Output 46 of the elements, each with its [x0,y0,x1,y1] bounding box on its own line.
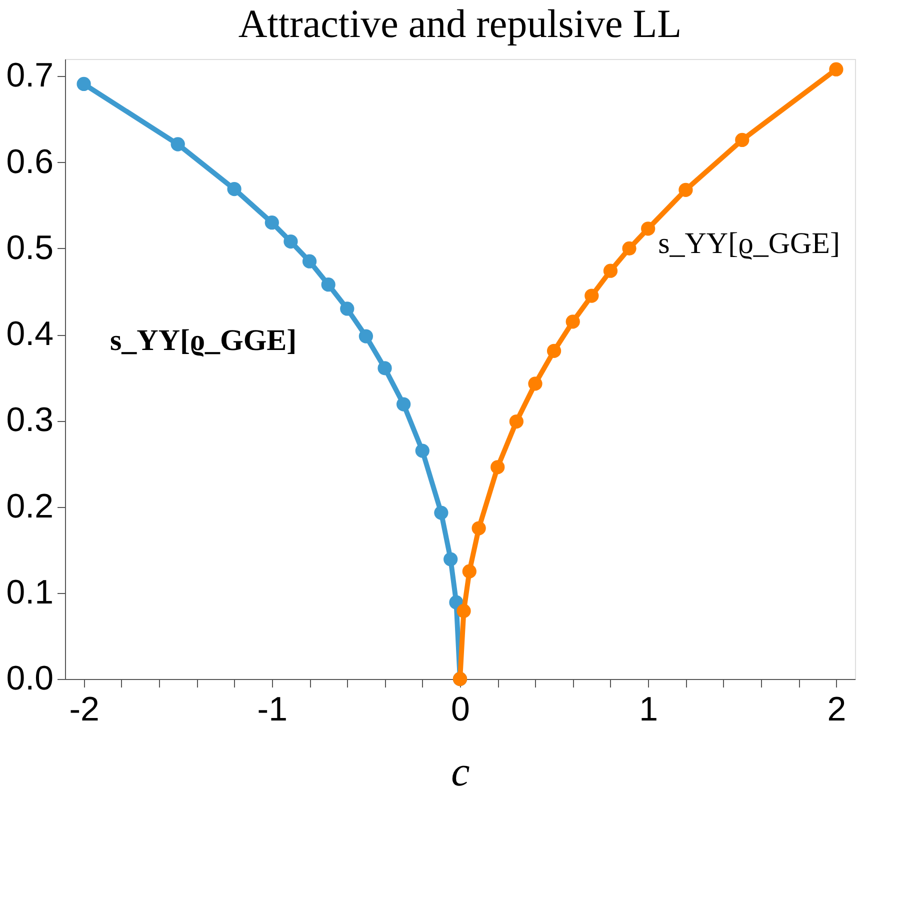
point [603,264,618,278]
point [490,460,505,474]
chart-title: Attractive and repulsive LL [238,1,682,46]
y-tick-label: 0.7 [6,56,54,95]
x-tick-label: 2 [827,690,846,728]
point [528,376,542,391]
y-tick-label: 0.0 [6,660,54,698]
point [415,444,430,458]
point [584,288,599,303]
point [76,76,91,92]
point [264,216,279,230]
y-tick-label: 0.5 [6,228,54,267]
point [302,254,317,268]
y-tick-label: 0.3 [6,401,54,440]
x-tick-label: -1 [257,690,288,728]
y-tick-label: 0.2 [6,487,54,526]
annotation: s_YY[ϱ_GGE] [110,324,297,357]
y-tick-label: 0.6 [6,142,54,181]
point [284,234,298,249]
point [462,564,476,578]
point [472,521,486,536]
point [378,361,392,376]
point [829,62,844,76]
point [227,182,242,196]
point [735,132,750,147]
annotation: s_YY[ϱ_GGE] [658,227,840,260]
point [396,397,411,412]
x-axis-title: c [451,750,470,796]
point [358,329,374,344]
point [456,604,471,618]
point [321,278,336,292]
point [678,182,693,197]
x-tick-label: -2 [69,690,100,728]
point [170,137,185,152]
point [566,314,580,329]
point [444,552,458,566]
y-tick-label: 0.1 [6,573,54,612]
point [434,506,448,520]
x-tick-label: 0 [451,690,470,728]
point [622,241,636,256]
point [340,302,354,316]
y-tick-label: 0.4 [6,315,54,354]
x-tick-label: 1 [639,690,658,728]
point [641,222,656,236]
point [546,344,562,358]
point [509,414,524,429]
